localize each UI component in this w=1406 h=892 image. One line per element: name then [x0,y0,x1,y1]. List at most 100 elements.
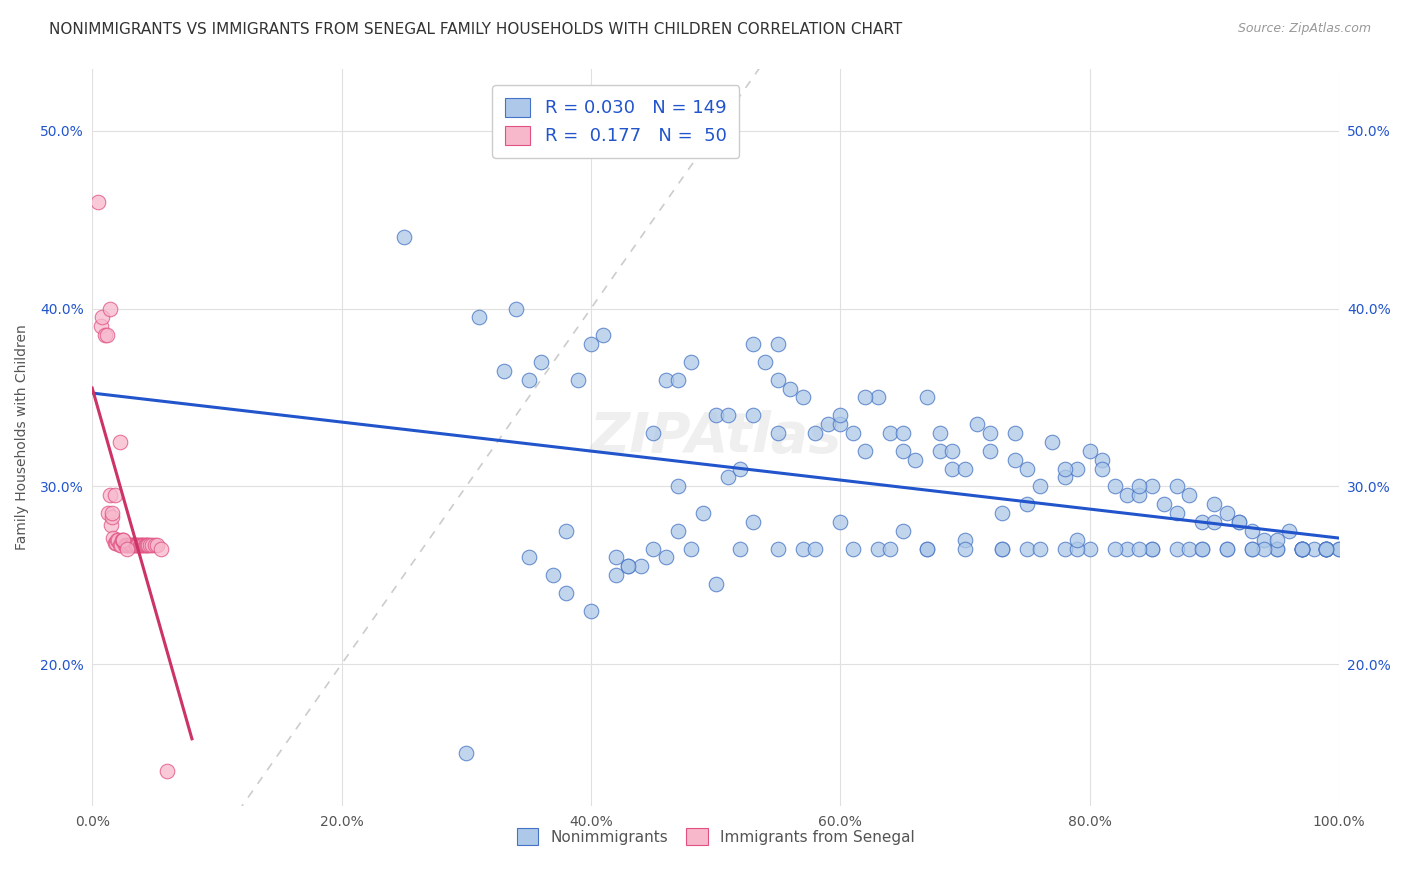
Point [1315,541,1337,556]
Point [617,559,640,574]
Point [1017,541,1039,556]
Point [853,391,876,405]
Point [517,373,540,387]
Point [979,425,1001,440]
Point [866,541,889,556]
Point [1078,541,1101,556]
Point [1066,533,1088,547]
Point [666,524,689,538]
Point [1028,479,1050,493]
Point [1240,541,1263,556]
Point [1166,479,1188,493]
Point [136,538,159,552]
Point [779,382,801,396]
Point [555,524,578,538]
Point [1140,541,1163,556]
Point [717,470,740,484]
Point [654,550,676,565]
Point [830,408,852,422]
Point [1303,541,1326,556]
Point [136,538,159,552]
Point [146,538,169,552]
Point [891,443,914,458]
Point [704,577,727,591]
Point [108,538,131,552]
Point [107,533,129,547]
Point [138,538,160,552]
Point [118,538,141,552]
Point [1253,533,1275,547]
Point [115,541,138,556]
Point [132,538,155,552]
Point [617,559,640,574]
Point [1078,443,1101,458]
Point [754,355,776,369]
Point [91,310,114,325]
Point [1215,541,1237,556]
Point [804,541,827,556]
Point [742,515,765,529]
Point [1004,425,1026,440]
Point [579,604,602,618]
Point [579,337,602,351]
Point [1191,541,1213,556]
Point [991,541,1014,556]
Point [1116,488,1139,502]
Point [1240,541,1263,556]
Point [555,586,578,600]
Point [953,461,976,475]
Point [792,541,814,556]
Point [841,541,863,556]
Point [1040,434,1063,449]
Point [134,538,156,552]
Point [804,425,827,440]
Point [1327,541,1350,556]
Point [704,408,727,422]
Point [841,425,863,440]
Point [112,533,135,547]
Point [730,541,752,556]
Point [666,479,689,493]
Point [605,568,627,582]
Point [1178,541,1201,556]
Point [98,301,121,316]
Point [730,461,752,475]
Point [1315,541,1337,556]
Point [1128,488,1150,502]
Point [917,391,939,405]
Point [643,425,665,440]
Point [1291,541,1313,556]
Point [1204,515,1226,529]
Point [1315,541,1337,556]
Point [121,538,143,552]
Point [115,538,138,552]
Point [1291,541,1313,556]
Point [592,328,614,343]
Point [117,538,139,552]
Point [97,506,120,520]
Point [1166,506,1188,520]
Point [111,533,134,547]
Point [904,452,927,467]
Point [679,541,702,556]
Point [1215,506,1237,520]
Point [115,538,138,552]
Y-axis label: Family Households with Children: Family Households with Children [15,325,30,550]
Point [654,373,676,387]
Point [1204,497,1226,511]
Point [853,443,876,458]
Point [90,319,112,334]
Point [120,538,142,552]
Point [110,538,132,552]
Point [941,443,963,458]
Point [1004,452,1026,467]
Point [103,531,125,545]
Point [679,355,702,369]
Point [517,550,540,565]
Point [1278,524,1301,538]
Point [766,337,789,351]
Point [929,443,952,458]
Point [127,538,149,552]
Point [1091,452,1114,467]
Point [1178,488,1201,502]
